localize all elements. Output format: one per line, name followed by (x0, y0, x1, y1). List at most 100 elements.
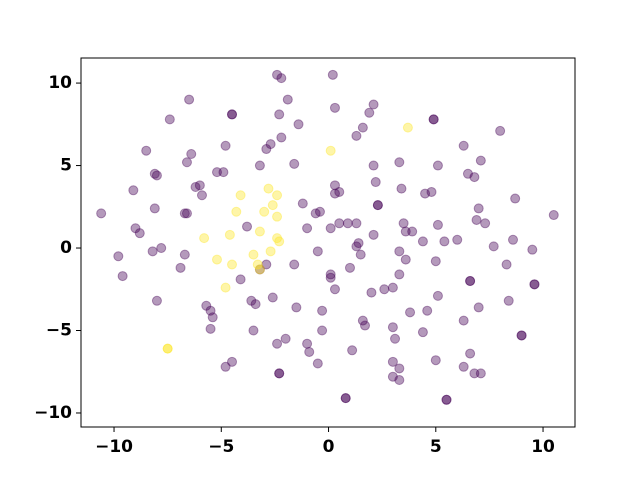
point (276, 73, 287, 84)
point (394, 363, 405, 374)
point (366, 287, 377, 298)
point (462, 168, 473, 179)
point (272, 69, 283, 80)
point (141, 145, 152, 156)
point (398, 218, 409, 229)
point (276, 132, 287, 143)
point (334, 218, 345, 229)
point (291, 302, 302, 313)
point (231, 206, 242, 217)
point (190, 181, 201, 192)
point (329, 284, 340, 295)
point (432, 160, 443, 171)
point (420, 188, 431, 199)
point (329, 102, 340, 113)
point (458, 361, 469, 372)
point (402, 122, 413, 133)
point (151, 295, 162, 306)
x-tick-label: 10 (531, 437, 555, 457)
point (473, 203, 484, 214)
point (312, 246, 323, 257)
point (289, 259, 300, 270)
point (465, 276, 476, 287)
point (175, 262, 186, 273)
point (179, 249, 190, 260)
point (179, 208, 190, 219)
x-tick-label: −5 (208, 437, 234, 457)
point (113, 251, 124, 262)
point (469, 172, 480, 183)
point (394, 246, 405, 257)
point (302, 338, 313, 349)
point (379, 284, 390, 295)
point (510, 193, 521, 204)
point (186, 149, 197, 160)
point (196, 190, 207, 201)
point (235, 190, 246, 201)
point (227, 356, 238, 367)
point (400, 254, 411, 265)
y-tick-label: 5 (60, 156, 72, 176)
x-tick-label: −10 (95, 437, 133, 457)
point (263, 183, 274, 194)
point (329, 180, 340, 191)
point (458, 140, 469, 151)
point (327, 69, 338, 80)
point (405, 307, 416, 318)
point (272, 211, 283, 222)
point (400, 226, 411, 237)
point (426, 186, 437, 197)
point (452, 234, 463, 245)
x-tick-label: 5 (430, 437, 442, 457)
point (211, 167, 222, 178)
point (254, 264, 265, 275)
point (310, 208, 321, 219)
point (396, 183, 407, 194)
point (465, 348, 476, 359)
point (334, 186, 345, 197)
point (134, 228, 145, 239)
point (501, 259, 512, 270)
point (390, 333, 401, 344)
point (407, 226, 418, 237)
point (508, 234, 519, 245)
point (227, 109, 238, 120)
point (220, 140, 231, 151)
point (227, 259, 238, 270)
point (282, 94, 293, 105)
point (516, 330, 527, 341)
point (254, 160, 265, 171)
point (220, 361, 231, 372)
point (248, 249, 259, 260)
point (480, 218, 491, 229)
point (130, 223, 141, 234)
point (342, 218, 353, 229)
point (317, 305, 328, 316)
point (503, 295, 514, 306)
point (387, 282, 398, 293)
point (527, 244, 538, 255)
point (355, 249, 366, 260)
point (469, 368, 480, 379)
point (357, 315, 368, 326)
point (162, 343, 173, 354)
point (151, 170, 162, 181)
point (274, 236, 285, 247)
y-tick-label: −5 (46, 321, 72, 341)
point (364, 107, 375, 118)
y-tick-label: 0 (60, 238, 72, 258)
point (495, 125, 506, 136)
point (340, 393, 351, 404)
point (351, 130, 362, 141)
point (465, 276, 476, 287)
point (199, 233, 210, 244)
point (471, 214, 482, 225)
point (302, 223, 313, 234)
point (117, 271, 128, 282)
point (357, 122, 368, 133)
point (220, 282, 231, 293)
point (224, 229, 235, 240)
point (368, 160, 379, 171)
point (149, 168, 160, 179)
point (289, 158, 300, 169)
